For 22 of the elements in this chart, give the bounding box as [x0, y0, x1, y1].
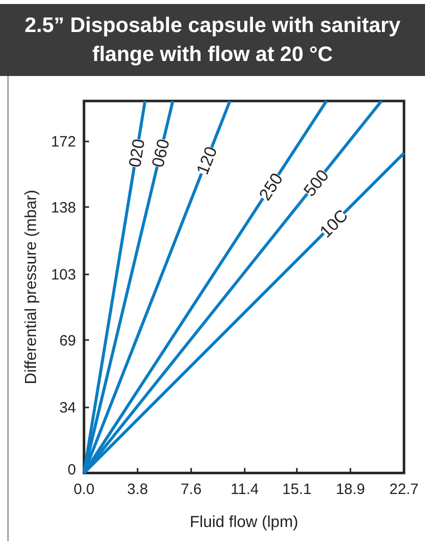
y-tick-label: 69	[59, 332, 76, 350]
chart-title: 2.5” Disposable capsule with sanitary flange with flow at 20 °C	[24, 14, 401, 66]
text: 10C	[316, 206, 352, 242]
x-axis-title: Fluid flow (lpm)	[190, 514, 298, 531]
text: 250	[255, 170, 287, 204]
y-tick-label: 34	[59, 400, 76, 417]
y-tick-label: 138	[50, 199, 76, 216]
x-tick-label: 0.0	[74, 481, 94, 498]
y-axis-title: Differential pressure (mbar)	[23, 190, 40, 384]
text: 060	[148, 137, 174, 170]
x-tick-label: 7.6	[180, 481, 202, 498]
x-tick-label: 11.4	[230, 481, 259, 498]
y-tick-label: 103	[50, 266, 76, 284]
text: 020	[125, 138, 149, 169]
y-tick-label: 172	[50, 134, 76, 151]
y-tick-label: 0	[68, 462, 76, 478]
x-tick-label: 15.1	[282, 481, 312, 498]
x-tick-label: 3.8	[127, 481, 148, 498]
text: 120	[192, 144, 221, 178]
x-tick-label: 18.9	[336, 481, 366, 498]
text: 500	[300, 166, 333, 200]
x-tick-label: 22.7	[389, 481, 419, 498]
